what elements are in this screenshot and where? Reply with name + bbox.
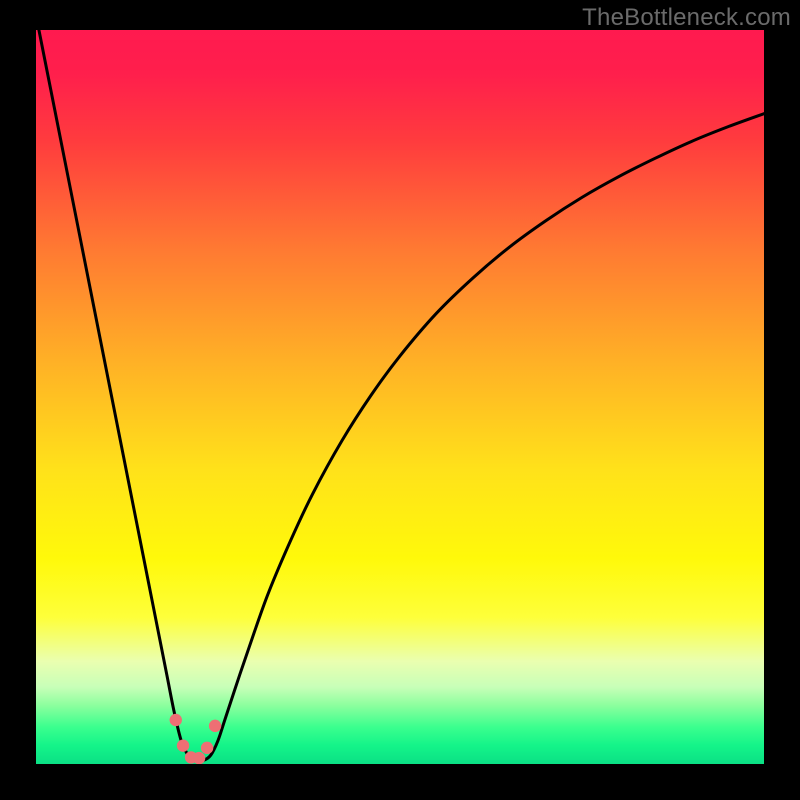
plot-svg [36,30,764,764]
chart-container: TheBottleneck.com [0,0,800,800]
marker-point [209,720,221,732]
marker-point [201,742,213,754]
plot-area [36,30,764,764]
marker-point [193,752,205,764]
gradient-background [36,30,764,764]
marker-point [170,714,182,726]
marker-point [177,739,189,751]
watermark-text: TheBottleneck.com [582,4,791,32]
